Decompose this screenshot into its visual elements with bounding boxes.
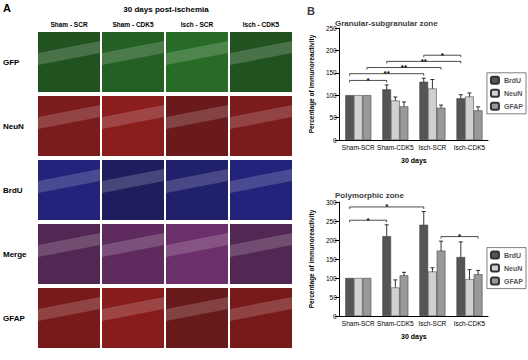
svg-text:Isch-SCR: Isch-SCR (418, 320, 446, 327)
svg-text:NeuN: NeuN (504, 90, 522, 97)
svg-text:BrdU: BrdU (504, 77, 521, 84)
svg-text:Sham-SCR: Sham-SCR (342, 144, 375, 151)
svg-text:0: 0 (333, 313, 337, 320)
svg-text:Sham-SCR: Sham-SCR (342, 320, 375, 327)
svg-text:150: 150 (326, 256, 337, 263)
svg-text:*: * (458, 232, 462, 241)
svg-text:Sham - CDK5: Sham - CDK5 (112, 21, 154, 28)
svg-text:Percentage of immunoreactivity: Percentage of immunoreactivity (308, 34, 316, 133)
svg-text:150: 150 (326, 69, 337, 76)
svg-text:*: * (367, 216, 371, 225)
svg-text:30 days: 30 days (401, 157, 427, 165)
svg-text:BrdU: BrdU (3, 186, 23, 195)
svg-text:Isch-SCR: Isch-SCR (418, 144, 446, 151)
svg-text:200: 200 (326, 47, 337, 54)
svg-text:*: * (385, 202, 389, 211)
svg-text:B: B (307, 5, 315, 17)
svg-text:50: 50 (330, 294, 338, 301)
svg-text:GFAP: GFAP (504, 278, 523, 285)
svg-text:100: 100 (326, 92, 337, 99)
svg-text:250: 250 (326, 218, 337, 225)
svg-text:50: 50 (330, 114, 338, 121)
svg-text:30 days post-ischemia: 30 days post-ischemia (123, 5, 209, 14)
svg-text:Sham - SCR: Sham - SCR (50, 21, 88, 28)
svg-text:GFP: GFP (3, 58, 20, 67)
svg-text:100: 100 (326, 275, 337, 282)
svg-text:**: ** (421, 57, 428, 66)
svg-text:Polymorphic zone: Polymorphic zone (335, 191, 404, 200)
svg-text:0: 0 (333, 137, 337, 144)
svg-text:*: * (441, 51, 445, 60)
svg-text:Isch - CDK5: Isch - CDK5 (243, 21, 280, 28)
svg-text:Granular-subgranular zone: Granular-subgranular zone (335, 19, 438, 28)
svg-text:Isch-CDK5: Isch-CDK5 (454, 144, 486, 151)
svg-text:BrdU: BrdU (504, 252, 521, 259)
svg-text:GFAP: GFAP (504, 103, 523, 110)
svg-text:Sham-CDK5: Sham-CDK5 (377, 144, 414, 151)
svg-text:Isch-CDK5: Isch-CDK5 (454, 320, 486, 327)
svg-text:Isch - SCR: Isch - SCR (181, 21, 214, 28)
svg-text:Merge: Merge (3, 250, 27, 259)
svg-text:200: 200 (326, 237, 337, 244)
svg-text:A: A (3, 2, 11, 14)
svg-text:NeuN: NeuN (504, 265, 522, 272)
svg-text:Percentage of immunoreactivity: Percentage of immunoreactivity (308, 209, 316, 308)
svg-text:NeuN: NeuN (3, 122, 24, 131)
svg-text:**: ** (384, 69, 391, 78)
svg-text:30 days: 30 days (401, 333, 427, 341)
svg-text:GFAP: GFAP (3, 314, 25, 323)
svg-text:250: 250 (325, 24, 337, 32)
svg-text:Sham-CDK5: Sham-CDK5 (377, 320, 414, 327)
svg-text:*: * (367, 76, 371, 85)
svg-text:**: ** (401, 63, 408, 72)
svg-text:300: 300 (326, 199, 337, 206)
